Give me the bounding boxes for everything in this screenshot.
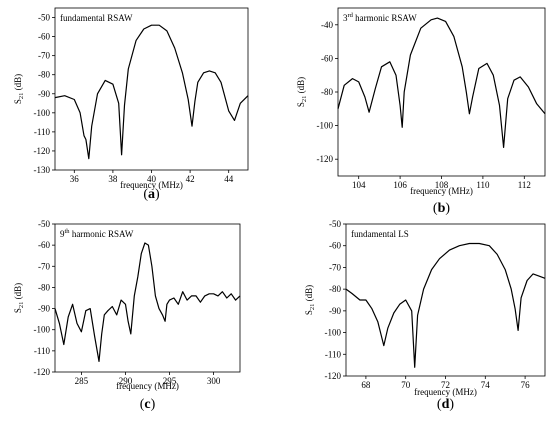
y-tick-label: -80 bbox=[321, 87, 333, 97]
series-line-1 bbox=[337, 17, 546, 148]
x-tick-label: 72 bbox=[441, 380, 450, 390]
plot-frame bbox=[54, 223, 241, 373]
x-tick-label: 108 bbox=[435, 180, 449, 190]
y-tick-label: -100 bbox=[34, 108, 51, 118]
x-tick-label: 76 bbox=[521, 380, 531, 390]
chart-panel-1: 36 38 40 42 44 -130 -120 -110 -100 -90 -80 -70 -60 -5… bbox=[13, 7, 249, 202]
x-tick-label: 285 bbox=[75, 376, 89, 386]
y-tick-label: -90 bbox=[329, 306, 341, 316]
y-tick-label: -90 bbox=[38, 89, 50, 99]
series-line-1 bbox=[54, 24, 249, 160]
y-tick-label: -80 bbox=[38, 282, 50, 292]
y-tick-label: -70 bbox=[38, 51, 50, 61]
panel-annotation: 3rd harmonic RSAW bbox=[343, 12, 417, 23]
y-tick-label: -80 bbox=[38, 70, 50, 80]
y-tick-label: -100 bbox=[325, 328, 342, 338]
panel-annotation: fundamental LS bbox=[351, 229, 409, 239]
plot-frame bbox=[54, 7, 249, 171]
plot-frame bbox=[345, 223, 546, 377]
panel-label: (d) bbox=[437, 397, 454, 412]
x-tick-label: 74 bbox=[481, 380, 491, 390]
x-tick-label: 40 bbox=[147, 174, 157, 184]
x-tick-label: 68 bbox=[361, 380, 371, 390]
y-tick-label: -80 bbox=[329, 284, 341, 294]
y-tick-label: -50 bbox=[38, 219, 50, 229]
x-tick-label: 106 bbox=[393, 180, 407, 190]
x-tick-label: 110 bbox=[476, 180, 490, 190]
y-tick-label: -60 bbox=[38, 240, 50, 250]
panel-label: (b) bbox=[433, 201, 450, 216]
x-axis-label: frequency (MHz) bbox=[410, 186, 473, 196]
panel-annotation: 9th harmonic RSAW bbox=[60, 228, 134, 239]
panel-label: (a) bbox=[143, 187, 160, 202]
y-tick-label: -120 bbox=[317, 154, 334, 164]
y-axis-label: S21 (dB) bbox=[13, 283, 25, 313]
panel-annotation: fundamental RSAW bbox=[60, 13, 133, 23]
x-tick-label: 42 bbox=[186, 174, 195, 184]
chart-panel-2: 104 106 108 110 112 -120 -100 -80 -60 -40 frequenc… bbox=[296, 7, 546, 216]
y-tick-label: -40 bbox=[321, 20, 333, 30]
y-tick-label: -60 bbox=[329, 241, 341, 251]
chart-panel-4: 68 70 72 74 76 -120 -110 -100 -90 -80 -70 -60 -50 fre… bbox=[304, 219, 546, 412]
series-line-1 bbox=[345, 242, 546, 368]
y-tick-label: -60 bbox=[38, 32, 50, 42]
y-tick-label: -90 bbox=[38, 304, 50, 314]
panel-label: (c) bbox=[140, 397, 156, 412]
y-tick-label: -110 bbox=[34, 127, 51, 137]
plot-frame bbox=[337, 7, 546, 177]
x-tick-label: 290 bbox=[119, 376, 133, 386]
x-tick-label: 104 bbox=[352, 180, 366, 190]
y-tick-label: -100 bbox=[317, 121, 334, 131]
y-tick-label: -120 bbox=[34, 146, 51, 156]
x-tick-label: 44 bbox=[224, 174, 234, 184]
y-tick-label: -120 bbox=[325, 371, 342, 381]
y-axis-label: S21 (dB) bbox=[304, 285, 316, 315]
x-axis-label: frequency (MHz) bbox=[120, 180, 183, 190]
y-tick-label: -70 bbox=[38, 261, 50, 271]
x-axis-label: frequency (MHz) bbox=[116, 381, 179, 391]
y-tick-label: -70 bbox=[329, 262, 341, 272]
x-tick-label: 70 bbox=[401, 380, 411, 390]
chart-panel-3: 285 290 295 300 -120 -110 -100 -90 -80 -70 -60 -50 f… bbox=[13, 219, 241, 412]
y-axis-label: S21 (dB) bbox=[13, 74, 25, 104]
x-axis-label: frequency (MHz) bbox=[414, 387, 477, 397]
x-tick-label: 295 bbox=[163, 376, 177, 386]
x-tick-label: 112 bbox=[518, 180, 531, 190]
y-axis-label: S21 (dB) bbox=[296, 77, 308, 107]
series-line-1 bbox=[54, 242, 241, 362]
x-tick-label: 36 bbox=[70, 174, 80, 184]
y-tick-label: -100 bbox=[34, 325, 51, 335]
y-tick-label: -50 bbox=[329, 219, 341, 229]
y-tick-label: -50 bbox=[38, 13, 50, 23]
y-tick-label: -60 bbox=[321, 53, 333, 63]
x-tick-label: 300 bbox=[207, 376, 221, 386]
y-tick-label: -120 bbox=[34, 367, 51, 377]
y-tick-label: -110 bbox=[325, 349, 342, 359]
y-tick-label: -110 bbox=[34, 346, 51, 356]
x-tick-label: 38 bbox=[108, 174, 118, 184]
y-tick-label: -130 bbox=[34, 165, 51, 175]
